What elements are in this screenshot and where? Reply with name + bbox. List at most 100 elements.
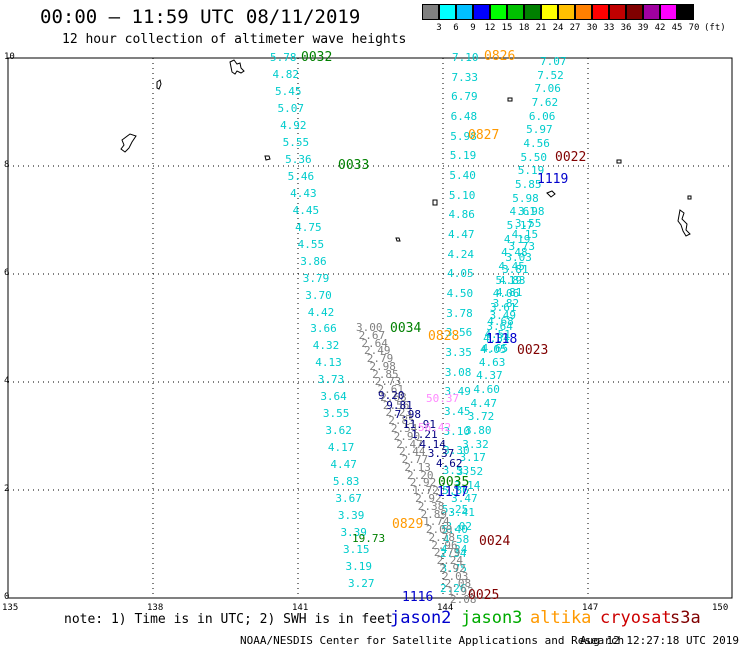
wave-height-value: 2.44 <box>398 445 426 459</box>
wave-height-value: 4.14 <box>419 437 446 451</box>
longitude-tick-label: 135 <box>2 603 19 613</box>
scale-label: 70 <box>688 23 700 33</box>
scale-swatch <box>592 4 609 20</box>
wave-height-value: 2.08 <box>444 577 472 591</box>
wave-height-value: 2.90 <box>393 429 421 443</box>
scale-swatch <box>643 4 660 20</box>
wave-height-value: 5.78 <box>270 51 297 64</box>
wave-height-value: 5.50 <box>520 150 548 164</box>
wave-height-value: 5.46 <box>287 169 315 183</box>
wave-height-value: 3.64 <box>320 390 347 404</box>
wave-height-value: 3.02 <box>445 519 473 533</box>
scale-label: 42 <box>654 23 666 33</box>
wave-height-value: 4.32 <box>312 339 340 353</box>
scale-label: 39 <box>637 23 649 33</box>
wave-height-value: 5.98 <box>450 129 477 143</box>
wave-height-value: 7.10 <box>452 51 479 64</box>
wave-height-value: 3.61 <box>490 301 517 314</box>
wave-height-value: 2.85 <box>388 414 415 428</box>
wave-height-value: 3.64 <box>486 320 513 333</box>
longitude-tick-label: 138 <box>147 603 164 613</box>
wave-height-value: 3.17 <box>459 451 486 465</box>
wave-height-value: 4.48 <box>501 246 528 260</box>
wave-height-value: 4.43 <box>290 186 317 200</box>
wave-height-value: 4.83 <box>499 274 526 287</box>
wave-height-value: 4.05 <box>447 267 474 281</box>
scale-label: 27 <box>569 23 581 33</box>
wave-height-value: 3.00 <box>356 321 383 334</box>
wave-height-value: 3.66 <box>310 322 337 336</box>
wave-height-value: 4.86 <box>448 208 475 222</box>
wave-height-value: 3.79 <box>302 271 330 285</box>
wave-height-value: 2.38 <box>417 499 445 513</box>
island-outline <box>677 209 691 237</box>
island-outline <box>687 195 692 200</box>
wave-height-value: 2.89 <box>420 507 447 521</box>
wave-height-value: 4.17 <box>327 441 355 455</box>
wave-height-value: 3.75 <box>440 562 467 576</box>
wave-height-value: 4.37 <box>476 369 503 383</box>
scale-label: 36 <box>620 23 632 33</box>
wave-height-value: 3.27 <box>348 577 375 590</box>
pass-label-0828: 0828 <box>428 329 460 344</box>
wave-height-value: 4.24 <box>447 247 475 261</box>
wave-height-value: 2.64 <box>361 336 388 350</box>
wave-height-value: 4.15 <box>511 228 539 241</box>
wave-height-value: 11.91 <box>402 418 436 432</box>
wave-height-value: 5.45 <box>275 84 302 98</box>
wave-height-value: 2.79 <box>433 546 461 560</box>
pass-label-0025: 0025 <box>468 588 500 603</box>
scale-swatch <box>558 4 575 20</box>
scale-label: 3 <box>436 23 442 33</box>
wave-height-value: 3.53 <box>442 464 470 477</box>
wave-height-value: 2.85 <box>372 367 399 381</box>
wave-height-value: 5.40 <box>441 523 468 536</box>
wave-height-value: 2.20 <box>407 468 434 482</box>
wave-height-value: 2.77 <box>401 453 429 467</box>
wave-height-value: 5.07 <box>277 101 305 115</box>
wave-height-value: 4.60 <box>473 383 500 396</box>
pass-label-0035: 0035 <box>438 475 470 490</box>
wave-height-value: 5.40 <box>449 169 476 182</box>
wave-height-value: 5.97 <box>526 123 553 137</box>
wave-height-value: 3.30 <box>443 444 470 458</box>
wave-height-value: 3.98 <box>518 205 545 218</box>
scale-label: 12 <box>484 23 496 33</box>
latitude-tick-label: 4 <box>4 376 10 386</box>
wave-height-value: 7.07 <box>540 55 567 68</box>
wave-height-value: 2.13 <box>404 460 431 474</box>
wave-height-value: 5.85 <box>515 178 542 191</box>
wave-height-value: 3.03 <box>505 251 532 264</box>
satellite-jason3: jason3 <box>461 608 523 628</box>
pass-label-1117: 1117 <box>437 485 469 500</box>
wave-height-value: 4.58 <box>442 533 470 547</box>
wave-height-value: 2.54 <box>390 422 418 436</box>
wave-height-value: 3.81 <box>502 262 529 276</box>
latitude-tick-label: 8 <box>4 160 10 170</box>
longitude-tick-label: 150 <box>712 603 729 613</box>
wave-height-value: 3.67 <box>335 492 362 506</box>
wave-height-value: 3.08 <box>444 365 472 379</box>
wave-height-value: 3.39 <box>337 509 365 523</box>
wave-height-value: 3.32 <box>462 437 489 451</box>
island-outline <box>229 59 245 75</box>
wave-height-value: 4.81 <box>495 285 523 299</box>
island-outline <box>546 190 556 198</box>
latitude-tick-label: 2 <box>4 484 10 494</box>
wave-height-value: 7.98 <box>394 408 422 422</box>
wave-height-value: 4.62 <box>436 457 463 470</box>
wave-height-value: 3.45 <box>444 405 471 418</box>
wave-height-value: 4.47 <box>330 458 357 472</box>
wave-height-value: 3.41 <box>448 506 475 519</box>
pass-label-0032: 0032 <box>301 50 333 65</box>
wave-height-value: 3.70 <box>305 288 332 302</box>
wave-height-value: 5.55 <box>282 135 310 149</box>
scale-swatch <box>626 4 643 20</box>
footer-org: NOAA/NESDIS Center for Satellite Applica… <box>240 634 625 647</box>
wave-height-value: 4.51 <box>484 328 511 342</box>
wave-height-value: 4.42 <box>307 305 335 319</box>
wave-height-value: 2.79 <box>366 352 394 366</box>
wave-height-value: 3.55 <box>322 407 350 421</box>
pass-label-1116: 1116 <box>402 590 434 605</box>
